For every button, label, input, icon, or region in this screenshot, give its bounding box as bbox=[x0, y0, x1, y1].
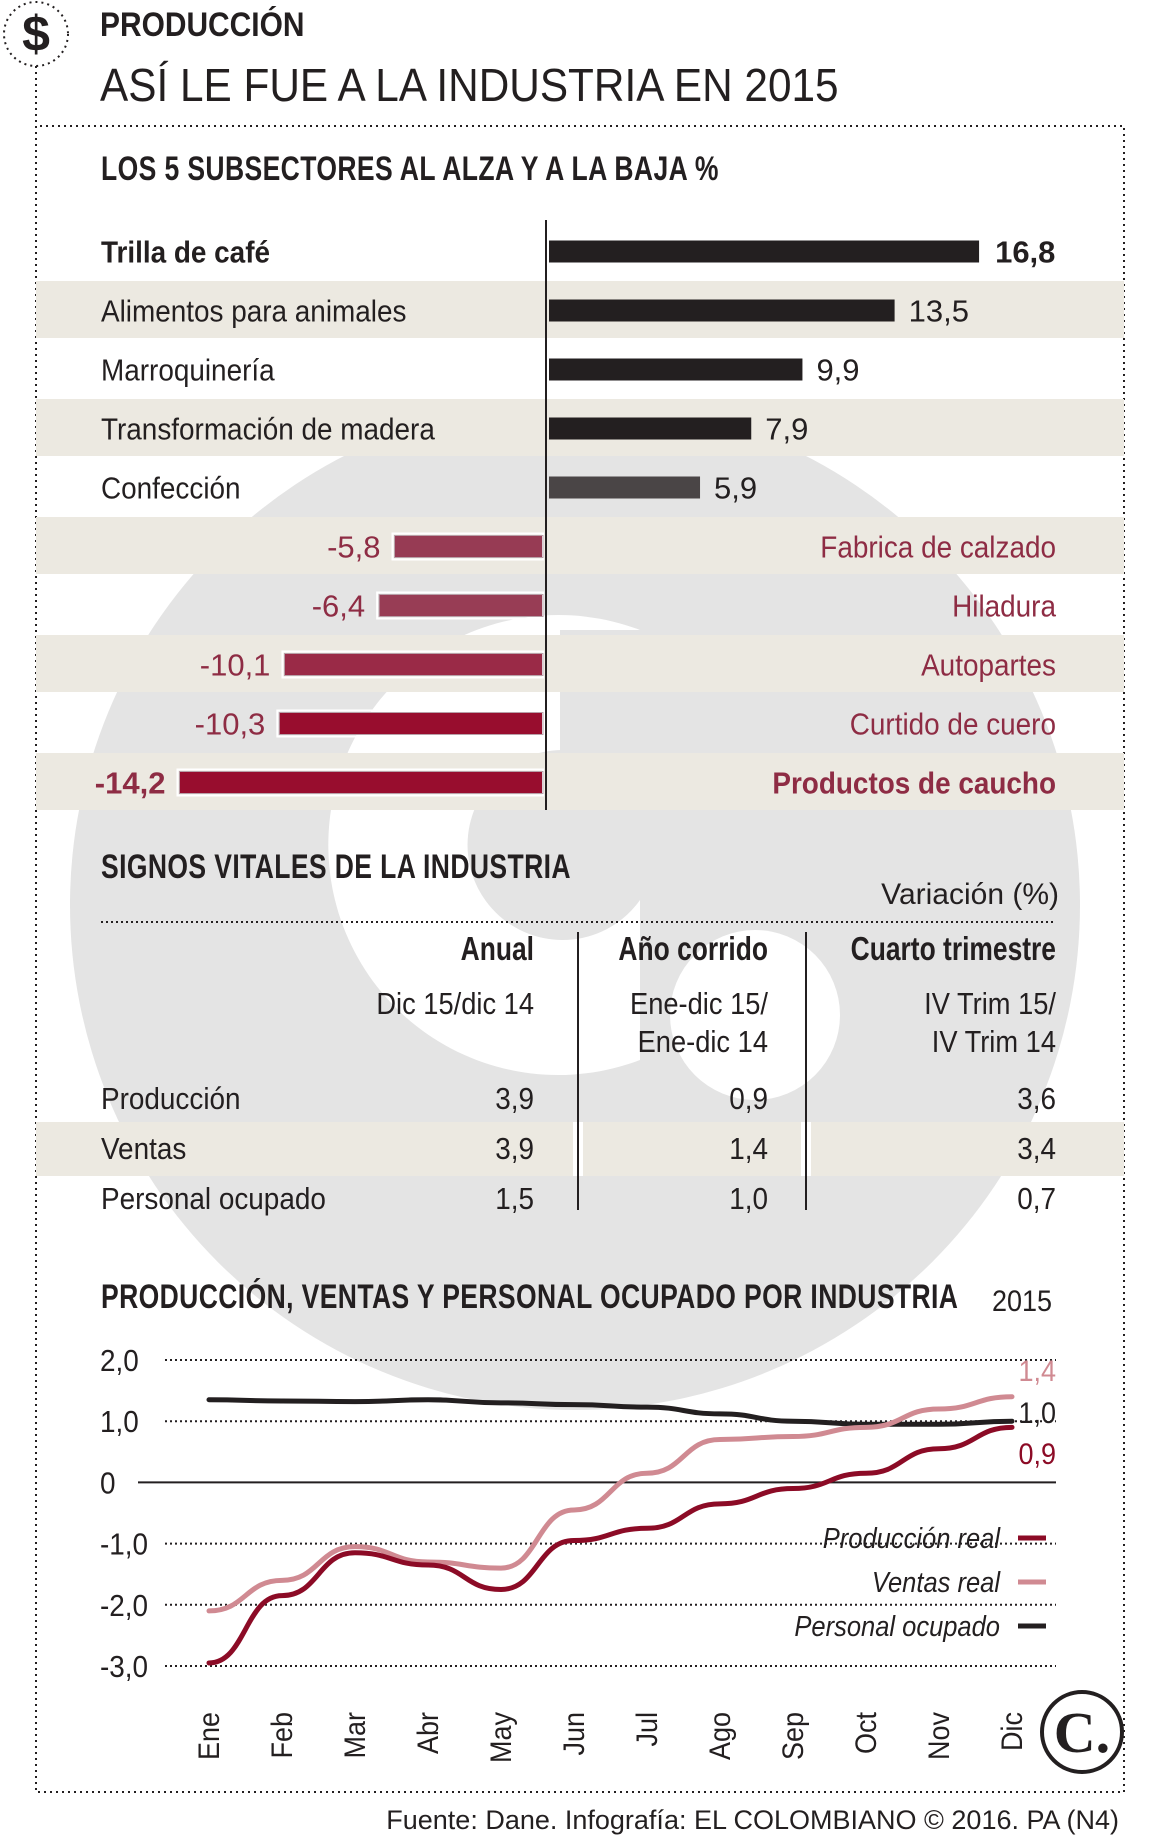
row-band bbox=[36, 517, 1124, 574]
end-value-label: 0,9 bbox=[1018, 1438, 1056, 1472]
linechart-title-wrap: PRODUCCIÓN, VENTAS Y PERSONAL OCUPADO PO… bbox=[101, 1278, 1159, 1317]
linechart-year: 2015 bbox=[992, 1285, 1053, 1318]
subsectors-title: LOS 5 SUBSECTORES AL ALZA Y A LA BAJA % bbox=[101, 150, 719, 188]
x-tick-label: Nov bbox=[923, 1711, 957, 1760]
category-label: Confección bbox=[101, 471, 241, 506]
data-label: -10,1 bbox=[200, 648, 271, 683]
category-label: Transformación de madera bbox=[101, 412, 435, 447]
page-title: ASÍ LE FUE A LA INDUSTRIA EN 2015 bbox=[100, 59, 839, 111]
source-note: Fuente: Dane. Infografía: EL COLOMBIANO … bbox=[386, 1805, 1119, 1835]
series-line bbox=[206, 1397, 1015, 1427]
end-value-label: 1,4 bbox=[1018, 1355, 1056, 1389]
data-label: -14,2 bbox=[95, 766, 166, 801]
y-tick-label: -2,0 bbox=[100, 1588, 148, 1623]
bar bbox=[549, 417, 752, 440]
column-subheader: Dic 15/dic 14 bbox=[376, 987, 534, 1021]
column-header: Anual bbox=[461, 931, 534, 967]
row-band bbox=[36, 635, 1124, 692]
table-cell: 3,6 bbox=[1017, 1082, 1056, 1117]
bar-edge bbox=[283, 653, 544, 676]
table-cell: 1,4 bbox=[729, 1132, 768, 1167]
y-tick-label: -1,0 bbox=[100, 1527, 148, 1562]
bar bbox=[394, 535, 543, 558]
table-cell: 0,9 bbox=[729, 1082, 768, 1117]
bar bbox=[279, 712, 543, 735]
variation-label: Variación (%) bbox=[881, 878, 1059, 911]
table-cell: 1,5 bbox=[495, 1182, 534, 1217]
bar bbox=[379, 594, 543, 617]
bar bbox=[549, 476, 701, 499]
bar bbox=[179, 771, 544, 794]
dollar-icon: $ bbox=[22, 6, 50, 62]
column-subheader: Ene-dic 14 bbox=[638, 1025, 768, 1059]
x-tick-label: Feb bbox=[266, 1712, 300, 1758]
legend-label: Producción real bbox=[823, 1521, 1001, 1554]
category-label: Hiladura bbox=[952, 589, 1056, 624]
data-label: 7,9 bbox=[765, 412, 808, 447]
x-tick-label: Jun bbox=[558, 1712, 592, 1756]
column-header: Año corrido bbox=[618, 931, 768, 967]
x-tick-label: May bbox=[485, 1711, 519, 1763]
end-value-label: 1,0 bbox=[1018, 1397, 1056, 1431]
x-tick-label: Abr bbox=[412, 1712, 446, 1754]
y-tick-label: 0 bbox=[100, 1466, 116, 1501]
category-label: Alimentos para animales bbox=[101, 294, 406, 329]
category-label: Marroquinería bbox=[101, 353, 275, 388]
x-tick-label: Sep bbox=[777, 1712, 811, 1760]
row-label: Personal ocupado bbox=[101, 1182, 326, 1217]
legend-label: Ventas real bbox=[872, 1565, 1001, 1598]
bar bbox=[549, 299, 895, 322]
table-cell: 3,9 bbox=[495, 1082, 534, 1117]
bar bbox=[549, 358, 803, 381]
vitals-title: SIGNOS VITALES DE LA INDUSTRIA bbox=[101, 848, 571, 886]
table-cell: 3,9 bbox=[495, 1132, 534, 1167]
vitals-table: Anual Dic 15/dic 14 Año corrido Ene-dic 15/… bbox=[36, 921, 1124, 1217]
column-subheader: Ene-dic 15/ bbox=[630, 987, 769, 1021]
kicker: PRODUCCIÓN bbox=[100, 6, 305, 44]
data-label: 9,9 bbox=[816, 353, 859, 388]
y-tick-label: 1,0 bbox=[100, 1405, 139, 1440]
x-tick-label: Dic bbox=[996, 1712, 1030, 1751]
category-label: Autopartes bbox=[921, 648, 1056, 683]
bar-edge bbox=[394, 535, 544, 558]
table-cell: 1,0 bbox=[729, 1182, 768, 1217]
x-tick-label: Ene bbox=[193, 1712, 227, 1760]
data-label: -6,4 bbox=[312, 589, 365, 624]
bar-edge bbox=[378, 594, 544, 617]
series-line bbox=[206, 1424, 1015, 1666]
x-tick-label: Oct bbox=[850, 1712, 884, 1754]
x-tick-label: Jul bbox=[631, 1712, 665, 1746]
data-label: -10,3 bbox=[195, 707, 266, 742]
bar-edge bbox=[178, 771, 544, 794]
y-tick-label: 2,0 bbox=[100, 1344, 139, 1379]
data-label: 5,9 bbox=[714, 471, 757, 506]
data-label: 13,5 bbox=[909, 294, 969, 329]
linechart-title: PRODUCCIÓN, VENTAS Y PERSONAL OCUPADO PO… bbox=[101, 1278, 959, 1316]
bar bbox=[284, 653, 543, 676]
category-label: Trilla de café bbox=[101, 235, 270, 270]
series-line bbox=[206, 1394, 1015, 1614]
column-subheader: IV Trim 15/ bbox=[924, 987, 1057, 1021]
category-label: Fabrica de calzado bbox=[820, 530, 1056, 565]
subsectors-bar-chart: Trilla de café 16,8 Alimentos para animale… bbox=[36, 220, 1124, 810]
category-label: Productos de caucho bbox=[772, 766, 1056, 801]
x-tick-label: Mar bbox=[339, 1712, 373, 1759]
el-colombiano-logo: C. bbox=[1040, 1690, 1124, 1774]
column-header: Cuarto trimestre bbox=[851, 931, 1056, 967]
column-subheader: IV Trim 14 bbox=[932, 1025, 1056, 1059]
row-label: Ventas bbox=[101, 1132, 186, 1167]
legend-label: Personal ocupado bbox=[794, 1609, 1000, 1642]
table-cell: 0,7 bbox=[1017, 1182, 1056, 1217]
bar-edge bbox=[278, 712, 544, 735]
x-tick-label: Ago bbox=[704, 1712, 738, 1760]
y-tick-label: -3,0 bbox=[100, 1650, 148, 1685]
category-label: Curtido de cuero bbox=[850, 707, 1056, 742]
data-label: -5,8 bbox=[327, 530, 380, 565]
data-label: 16,8 bbox=[995, 235, 1055, 270]
bar bbox=[549, 240, 980, 263]
table-cell: 3,4 bbox=[1017, 1132, 1056, 1167]
row-label: Producción bbox=[101, 1082, 241, 1117]
line-chart: 2,0 1,0 0 -1,0 -2,0 -3,0 Ene Feb Mar Abr May Jun Jul… bbox=[100, 1344, 1056, 1763]
